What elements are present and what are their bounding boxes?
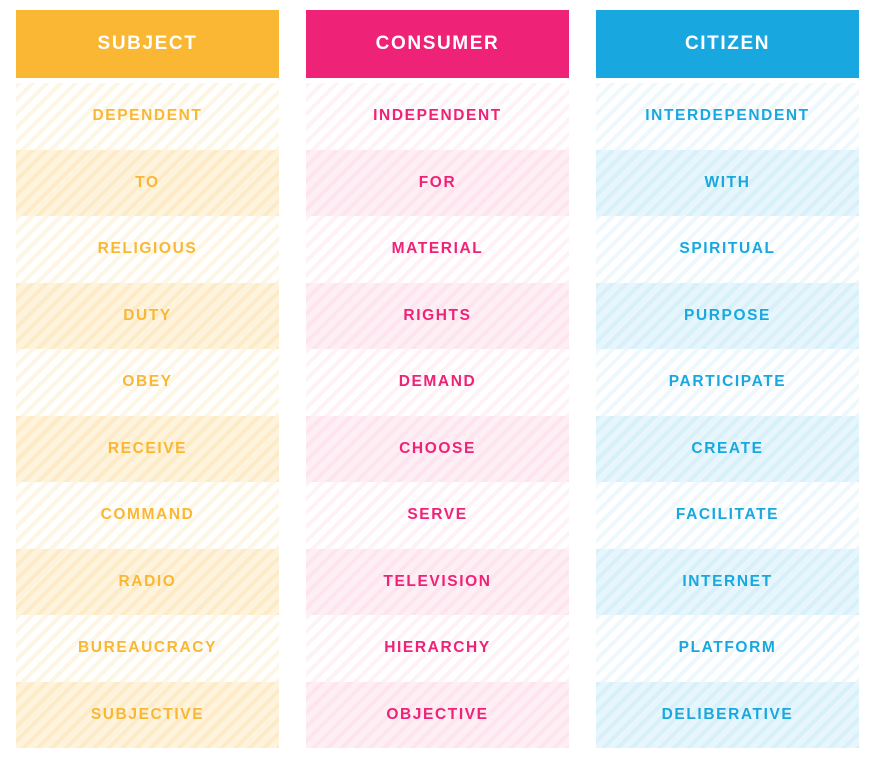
column-rows-subject: DEPENDENT TO RELIGIOUS DUTY OBEY RECEIVE… xyxy=(16,83,279,748)
table-cell: TELEVISION xyxy=(306,548,569,615)
column-subject: SUBJECT DEPENDENT TO RELIGIOUS DUTY OBEY… xyxy=(16,10,279,748)
table-cell: INTERDEPENDENT xyxy=(596,83,859,150)
table-cell: OBEY xyxy=(16,349,279,416)
table-cell: DELIBERATIVE xyxy=(596,681,859,748)
table-cell: FOR xyxy=(306,149,569,216)
table-cell: PLATFORM xyxy=(596,615,859,682)
table-cell: DEMAND xyxy=(306,349,569,416)
table-cell: MATERIAL xyxy=(306,216,569,283)
column-header-citizen: CITIZEN xyxy=(596,10,859,78)
table-cell: WITH xyxy=(596,149,859,216)
table-cell: INDEPENDENT xyxy=(306,83,569,150)
table-cell: OBJECTIVE xyxy=(306,681,569,748)
table-cell: FACILITATE xyxy=(596,482,859,549)
table-cell: PARTICIPATE xyxy=(596,349,859,416)
table-cell: DEPENDENT xyxy=(16,83,279,150)
table-cell: INTERNET xyxy=(596,548,859,615)
table-cell: RIGHTS xyxy=(306,282,569,349)
comparison-table: SUBJECT DEPENDENT TO RELIGIOUS DUTY OBEY… xyxy=(16,10,859,748)
table-cell: RADIO xyxy=(16,548,279,615)
table-cell: BUREAUCRACY xyxy=(16,615,279,682)
column-header-consumer: CONSUMER xyxy=(306,10,569,78)
table-cell: TO xyxy=(16,149,279,216)
table-cell: CREATE xyxy=(596,415,859,482)
column-header-subject: SUBJECT xyxy=(16,10,279,78)
table-cell: HIERARCHY xyxy=(306,615,569,682)
table-cell: CHOOSE xyxy=(306,415,569,482)
column-citizen: CITIZEN INTERDEPENDENT WITH SPIRITUAL PU… xyxy=(596,10,859,748)
table-cell: RELIGIOUS xyxy=(16,216,279,283)
column-consumer: CONSUMER INDEPENDENT FOR MATERIAL RIGHTS… xyxy=(306,10,569,748)
column-rows-consumer: INDEPENDENT FOR MATERIAL RIGHTS DEMAND C… xyxy=(306,83,569,748)
table-cell: SERVE xyxy=(306,482,569,549)
table-cell: PURPOSE xyxy=(596,282,859,349)
column-rows-citizen: INTERDEPENDENT WITH SPIRITUAL PURPOSE PA… xyxy=(596,83,859,748)
table-cell: SUBJECTIVE xyxy=(16,681,279,748)
table-cell: SPIRITUAL xyxy=(596,216,859,283)
table-cell: DUTY xyxy=(16,282,279,349)
table-cell: RECEIVE xyxy=(16,415,279,482)
table-cell: COMMAND xyxy=(16,482,279,549)
